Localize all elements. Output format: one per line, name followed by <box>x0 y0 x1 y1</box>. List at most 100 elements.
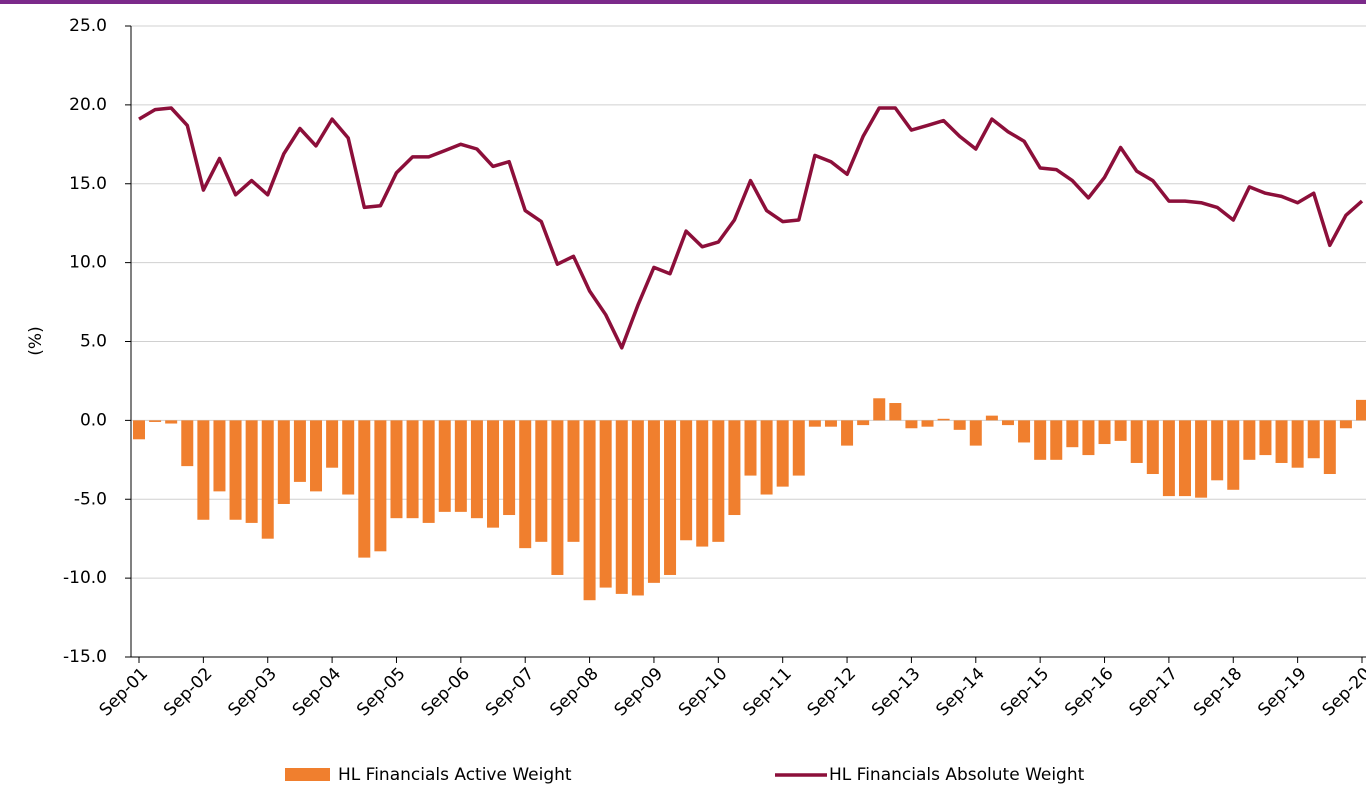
bar <box>503 420 516 516</box>
bar <box>1259 420 1272 456</box>
y-axis-label: (%) <box>26 326 46 355</box>
bar <box>1114 420 1127 441</box>
bar <box>1323 420 1336 475</box>
bar <box>873 398 886 421</box>
x-tick-label: Sep-17 <box>1126 664 1182 720</box>
bar <box>615 420 628 594</box>
bar <box>808 420 821 427</box>
bar <box>293 420 306 482</box>
bar <box>1034 420 1047 460</box>
x-tick-label: Sep-08 <box>546 664 602 720</box>
bar <box>1098 420 1111 445</box>
bar <box>358 420 371 558</box>
bar <box>792 420 805 476</box>
bar <box>245 420 258 523</box>
y-tick-label: 25.0 <box>69 16 107 36</box>
line <box>138 106 1364 350</box>
bar <box>390 420 403 519</box>
x-tick-label: Sep-16 <box>1061 664 1117 720</box>
x-tick-label: Sep-15 <box>997 664 1053 720</box>
y-tick-label: 0.0 <box>80 410 107 430</box>
y-tick-label: 5.0 <box>80 332 107 352</box>
bar <box>326 420 339 468</box>
x-tick-label: Sep-18 <box>1190 664 1246 720</box>
y-tick-label: -15.0 <box>63 647 107 667</box>
bar <box>454 420 467 512</box>
legend-swatch <box>285 768 330 781</box>
x-tick-label: Sep-05 <box>353 664 409 720</box>
bar <box>342 420 355 495</box>
bar <box>567 420 580 542</box>
x-tick-label: Sep-10 <box>675 664 731 720</box>
bar <box>1291 420 1304 468</box>
top-border <box>0 0 1366 4</box>
bar <box>712 420 725 542</box>
x-tick-label: Sep-20 <box>1319 664 1366 720</box>
bar <box>422 420 435 523</box>
x-tick-label: Sep-14 <box>932 664 988 720</box>
bar <box>197 420 210 520</box>
x-tick-label: Sep-12 <box>804 664 860 720</box>
bar <box>1243 420 1256 460</box>
bar <box>213 420 226 492</box>
bar <box>921 420 934 427</box>
bar <box>149 420 162 422</box>
y-tick-label: 10.0 <box>69 253 107 273</box>
bar <box>1066 420 1079 448</box>
bar <box>985 415 998 421</box>
y-tick-label: 15.0 <box>69 174 107 194</box>
bar <box>1178 420 1191 497</box>
y-tick-label: -5.0 <box>74 489 107 509</box>
bar <box>905 420 918 429</box>
bar <box>181 420 194 467</box>
x-tick-label: Sep-06 <box>417 664 473 720</box>
x-tick-label: Sep-07 <box>482 664 538 720</box>
bar <box>1227 420 1240 490</box>
bar <box>969 420 982 446</box>
bar <box>1356 399 1366 421</box>
bar <box>1275 420 1288 463</box>
x-tick-label: Sep-01 <box>96 664 152 720</box>
bar <box>776 420 789 487</box>
bar <box>760 420 773 495</box>
bar <box>1339 420 1352 429</box>
bar <box>133 420 145 440</box>
x-tick-label: Sep-02 <box>160 664 216 720</box>
bar <box>1162 420 1175 497</box>
bar <box>470 420 483 519</box>
bar <box>664 420 677 575</box>
bar <box>824 420 837 427</box>
bar <box>631 420 644 596</box>
bar <box>599 420 612 588</box>
bar <box>165 420 178 424</box>
bar <box>406 420 419 519</box>
bar <box>680 420 693 541</box>
bar <box>1050 420 1063 460</box>
bar <box>1082 420 1095 456</box>
bar <box>374 420 387 552</box>
bar <box>229 420 242 520</box>
bar <box>1195 420 1208 498</box>
bar <box>1307 420 1320 459</box>
x-tick-label: Sep-13 <box>868 664 924 720</box>
bar <box>937 418 950 421</box>
bar <box>535 420 548 542</box>
bar <box>889 403 902 421</box>
bar <box>277 420 290 504</box>
bar <box>1018 420 1031 443</box>
x-tick-label: Sep-09 <box>611 664 667 720</box>
bar <box>647 420 660 583</box>
bar <box>583 420 596 601</box>
bar <box>953 420 966 430</box>
bar <box>841 420 854 446</box>
bar <box>519 420 532 549</box>
bar <box>1130 420 1143 463</box>
bar <box>261 420 274 539</box>
bar <box>487 420 500 528</box>
bar <box>1146 420 1159 475</box>
bar <box>744 420 757 476</box>
bar <box>857 420 870 426</box>
bar <box>310 420 323 492</box>
bar <box>438 420 451 512</box>
x-tick-label: Sep-19 <box>1254 664 1310 720</box>
